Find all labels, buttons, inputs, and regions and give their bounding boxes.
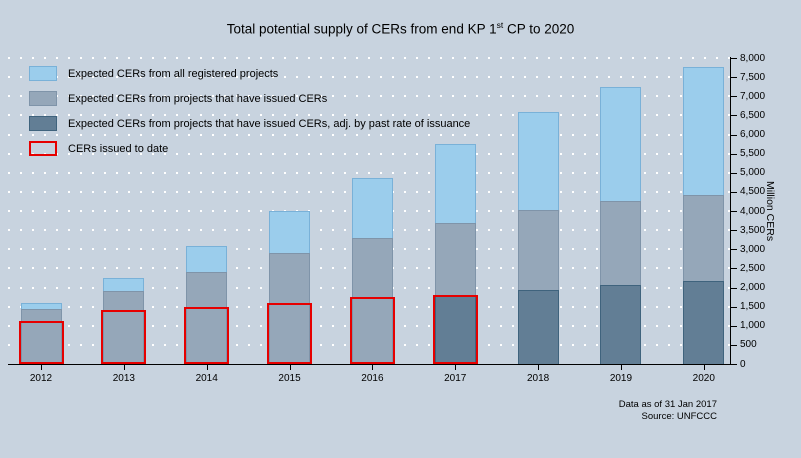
y-tick-2,500 <box>731 268 737 270</box>
grid-line-6,000 <box>8 133 730 136</box>
y-tick-label-5,500: 5,500 <box>740 148 766 160</box>
legend-swatch-issued-to-date <box>29 141 57 156</box>
y-tick-label-3,000: 3,000 <box>740 243 766 255</box>
issued-to-date-box-2013 <box>101 310 147 364</box>
x-axis <box>8 364 731 365</box>
x-tick-label-2015: 2015 <box>278 373 301 384</box>
x-tick-2016 <box>372 364 374 370</box>
y-tick-label-8,000: 8,000 <box>740 52 766 64</box>
y-tick-5,000 <box>731 172 737 174</box>
x-tick-2013 <box>123 364 125 370</box>
bar-adjusted-2018 <box>517 289 559 364</box>
chart-title-superscript: st <box>496 20 504 30</box>
legend-swatch-registered <box>29 66 57 81</box>
y-tick-5,500 <box>731 153 737 155</box>
grid-line-5,500 <box>8 152 730 155</box>
legend-item-issued: Expected CERs from projects that have is… <box>29 91 470 106</box>
y-tick-label-500: 500 <box>740 339 757 351</box>
y-tick-label-1,000: 1,000 <box>740 320 766 332</box>
y-tick-label-7,000: 7,000 <box>740 90 766 102</box>
legend-label-adjusted: Expected CERs from projects that have is… <box>68 117 471 130</box>
x-tick-label-2019: 2019 <box>609 373 633 384</box>
x-tick-2019 <box>620 364 622 370</box>
bar-adjusted-2020 <box>683 281 725 364</box>
legend-swatch-adjusted <box>29 116 57 131</box>
y-tick-0 <box>731 364 737 365</box>
y-tick-7,000 <box>731 96 737 98</box>
x-tick-label-2013: 2013 <box>112 373 135 384</box>
y-tick-label-2,500: 2,500 <box>740 262 766 274</box>
x-tick-label-2017: 2017 <box>444 373 467 384</box>
legend-label-registered: Expected CERs from all registered projec… <box>68 67 279 80</box>
legend-label-issued-to-date: CERs issued to date <box>68 142 169 155</box>
y-tick-7,500 <box>731 77 737 79</box>
bar-issued-2013 <box>103 290 145 364</box>
grid-line-6,500 <box>8 114 730 117</box>
y-tick-4,500 <box>731 191 737 193</box>
x-tick-2017 <box>455 364 457 370</box>
y-tick-1,500 <box>731 306 737 308</box>
y-tick-label-4,500: 4,500 <box>740 186 766 198</box>
y-tick-6,000 <box>731 134 737 136</box>
y-tick-label-2,000: 2,000 <box>740 282 766 293</box>
y-tick-label-1,500: 1,500 <box>740 301 766 313</box>
y-tick-500 <box>731 344 737 346</box>
x-tick-2020 <box>703 364 705 370</box>
issued-to-date-box-2012 <box>18 320 64 364</box>
grid-line-5,000 <box>8 171 730 174</box>
x-tick-2012 <box>41 364 42 370</box>
y-tick-label-0: 0 <box>740 358 746 370</box>
y-axis-title: Million CERs <box>764 180 776 242</box>
footer-note: Data as of 31 Jan 2017 Source: UNFCCC <box>619 399 717 422</box>
y-tick-label-7,500: 7,500 <box>740 71 766 83</box>
legend-swatch-issued <box>29 91 57 106</box>
footer-data-date: Data as of 31 Jan 2017 <box>618 399 717 410</box>
y-tick-2,000 <box>731 287 737 289</box>
legend-label-issued: Expected CERs from projects that have is… <box>68 92 328 105</box>
y-tick-3,500 <box>731 230 737 232</box>
x-tick-label-2018: 2018 <box>526 373 550 384</box>
grid-line-8,000 <box>8 57 730 59</box>
legend-item-registered: Expected CERs from all registered projec… <box>29 66 470 81</box>
x-tick-2018 <box>538 364 540 370</box>
legend-item-adjusted: Expected CERs from projects that have is… <box>29 116 470 131</box>
x-tick-label-2012: 2012 <box>29 373 53 384</box>
x-tick-2015 <box>289 364 291 370</box>
x-tick-label-2016: 2016 <box>361 373 384 384</box>
y-tick-3,000 <box>731 249 737 251</box>
bar-adjusted-2019 <box>600 284 642 364</box>
x-tick-label-2014: 2014 <box>195 373 218 384</box>
issued-to-date-box-2017 <box>432 295 478 364</box>
bar-issued-2014 <box>186 272 228 364</box>
issued-to-date-box-2016 <box>349 297 395 364</box>
y-tick-1,000 <box>731 325 737 327</box>
y-tick-6,500 <box>731 115 737 117</box>
y-tick-8,000 <box>731 58 737 59</box>
legend-item-issued-to-date: CERs issued to date <box>29 141 470 156</box>
y-axis <box>730 57 731 365</box>
y-tick-label-5,000: 5,000 <box>740 167 766 179</box>
legend: Expected CERs from all registered projec… <box>29 66 470 166</box>
chart-title-prefix: Total potential supply of CERs from end … <box>226 21 497 37</box>
issued-to-date-box-2014 <box>184 306 230 364</box>
issued-to-date-box-2015 <box>267 302 313 364</box>
y-tick-label-6,000: 6,000 <box>740 129 766 140</box>
bar-issued-2016 <box>351 237 393 364</box>
y-tick-label-3,500: 3,500 <box>740 224 766 236</box>
y-tick-label-4,000: 4,000 <box>740 205 766 217</box>
bar-issued-2012 <box>20 308 62 364</box>
grid-line-7,000 <box>8 95 730 98</box>
x-tick-label-2020: 2020 <box>692 373 715 384</box>
chart-title: Total potential supply of CERs from end … <box>0 20 801 37</box>
chart-title-suffix: CP to 2020 <box>503 21 575 37</box>
footer-source: Source: UNFCCC <box>641 410 718 422</box>
y-tick-label-6,500: 6,500 <box>740 109 766 121</box>
bar-issued-2015 <box>269 253 311 364</box>
x-tick-2014 <box>206 364 208 370</box>
grid-line-7,500 <box>8 76 730 79</box>
y-tick-4,000 <box>731 211 737 212</box>
